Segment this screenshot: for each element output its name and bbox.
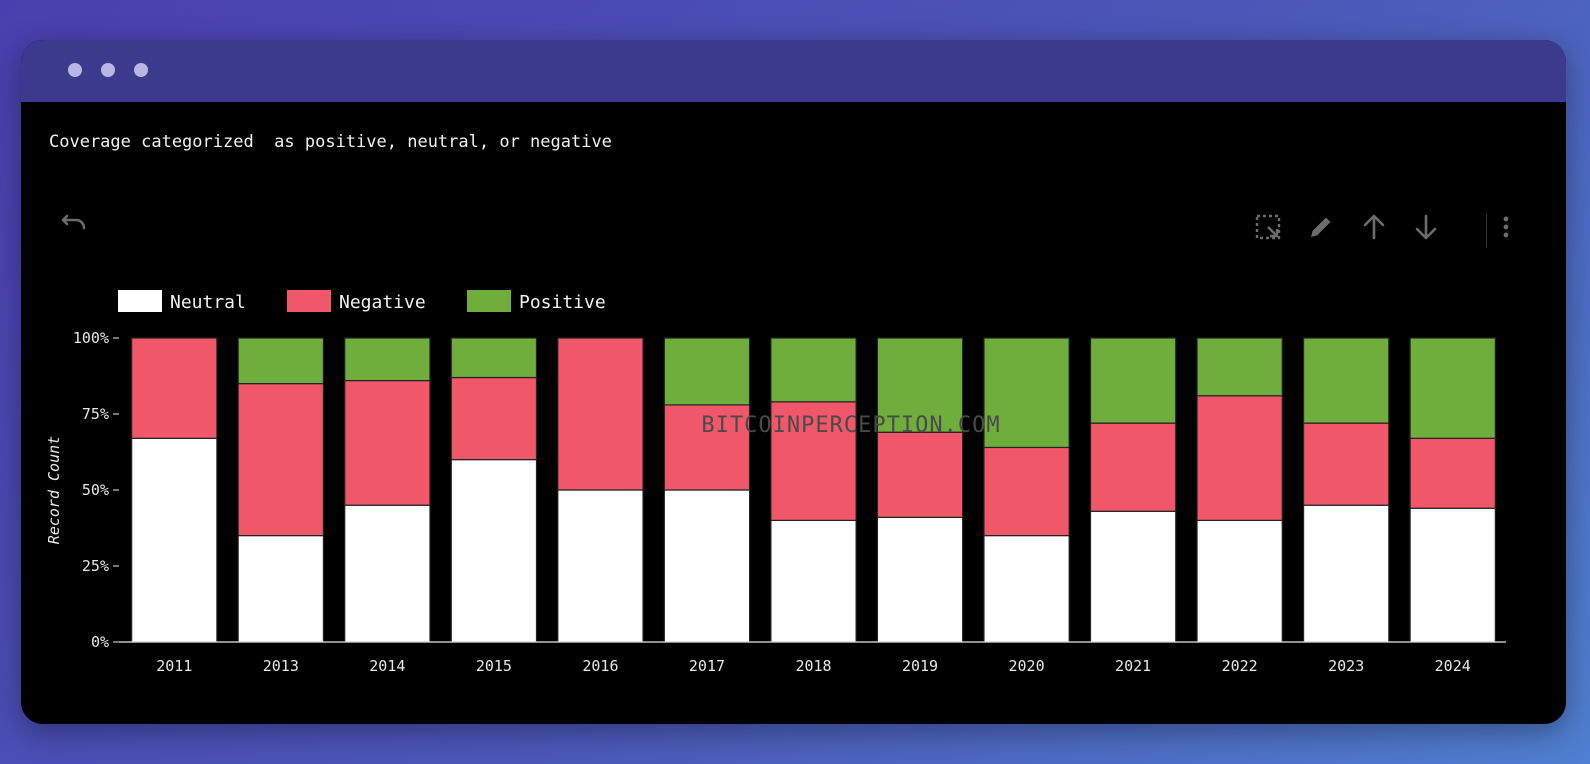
bar-2011-neutral[interactable] <box>131 437 218 643</box>
app-window: Coverage categorized as positive, neutra… <box>21 40 1566 724</box>
bar-2020-negative[interactable] <box>983 446 1070 537</box>
watermark-text: BITCOINPERCEPTION.COM <box>701 413 1000 438</box>
bar-2016-neutral[interactable] <box>557 489 644 643</box>
x-tick-label: 2019 <box>902 657 938 675</box>
legend-swatch-positive[interactable] <box>467 290 511 312</box>
toolbar-divider <box>1486 214 1487 248</box>
legend-swatch-negative[interactable] <box>287 290 331 312</box>
bar-2015-negative[interactable] <box>450 376 538 461</box>
x-tick-label: 2024 <box>1435 657 1471 675</box>
chart-panel: Coverage categorized as positive, neutra… <box>21 102 1566 724</box>
bar-2014-positive[interactable] <box>344 337 431 382</box>
select-region-icon[interactable] <box>1253 212 1283 242</box>
bar-2016-negative[interactable] <box>557 337 644 491</box>
x-tick-label: 2021 <box>1115 657 1151 675</box>
x-tick-label: 2014 <box>369 657 405 675</box>
bar-2017-positive[interactable] <box>663 337 751 406</box>
bar-2023-positive[interactable] <box>1302 337 1390 424</box>
bar-2019-positive[interactable] <box>876 337 964 433</box>
x-tick-label: 2017 <box>689 657 725 675</box>
x-tick-label: 2016 <box>582 657 618 675</box>
window-dot-maximize[interactable] <box>134 63 148 77</box>
x-tick-label: 2011 <box>156 657 192 675</box>
x-tick-label: 2022 <box>1222 657 1258 675</box>
bar-2015-positive[interactable] <box>450 337 538 379</box>
bar-2017-neutral[interactable] <box>663 489 751 643</box>
bar-2018-negative[interactable] <box>770 401 857 521</box>
y-tick-label: 25% <box>82 557 109 575</box>
bar-2021-positive[interactable] <box>1089 337 1177 424</box>
bar-2018-neutral[interactable] <box>770 519 857 643</box>
bar-2011-negative[interactable] <box>131 337 218 439</box>
bar-2023-neutral[interactable] <box>1302 504 1390 643</box>
more-vertical-icon[interactable] <box>1491 212 1521 242</box>
undo-icon[interactable] <box>59 212 89 242</box>
legend-swatch-neutral[interactable] <box>118 290 162 312</box>
y-tick-label: 50% <box>82 481 109 499</box>
bar-2020-positive[interactable] <box>983 337 1070 449</box>
pencil-icon[interactable] <box>1306 212 1336 242</box>
bar-2019-neutral[interactable] <box>876 516 964 643</box>
stacked-bar-chart: Neutral Negative Positive 0% 25% 50% 75% 100% Re… <box>45 290 1506 675</box>
bar-2014-negative[interactable] <box>344 379 431 506</box>
bar-2021-negative[interactable] <box>1089 422 1177 512</box>
bar-2017-negative[interactable] <box>663 404 751 491</box>
bar-2020-neutral[interactable] <box>983 535 1070 643</box>
y-axis-label: Record Count <box>45 436 63 544</box>
bar-2021-neutral[interactable] <box>1089 510 1177 643</box>
bar-2023-negative[interactable] <box>1302 422 1390 506</box>
legend-label-positive[interactable]: Positive <box>519 292 606 313</box>
x-tick-label: 2018 <box>795 657 831 675</box>
x-tick-label: 2020 <box>1009 657 1045 675</box>
y-tick-label: 0% <box>91 633 109 651</box>
bar-2022-neutral[interactable] <box>1196 519 1283 643</box>
bar-2015-neutral[interactable] <box>450 459 538 643</box>
y-tick-label: 75% <box>82 405 109 423</box>
title-bar <box>21 40 1566 102</box>
bar-2024-negative[interactable] <box>1409 437 1496 509</box>
x-tick-label: 2013 <box>263 657 299 675</box>
window-dot-minimize[interactable] <box>101 63 115 77</box>
bar-2019-negative[interactable] <box>876 431 964 518</box>
bar-2013-negative[interactable] <box>237 383 325 537</box>
bar-2018-positive[interactable] <box>770 337 857 403</box>
bar-2013-positive[interactable] <box>237 337 325 385</box>
arrow-up-icon[interactable] <box>1359 212 1389 242</box>
legend-label-negative[interactable]: Negative <box>339 292 426 313</box>
y-tick-label: 100% <box>73 329 109 347</box>
bar-2024-neutral[interactable] <box>1409 507 1496 643</box>
x-tick-label: 2023 <box>1328 657 1364 675</box>
bar-2013-neutral[interactable] <box>237 535 325 643</box>
chart-caption: Coverage categorized as positive, neutra… <box>49 132 612 152</box>
bar-2014-neutral[interactable] <box>344 504 431 643</box>
legend-label-neutral[interactable]: Neutral <box>170 292 246 313</box>
window-dot-close[interactable] <box>68 63 82 77</box>
bar-2024-positive[interactable] <box>1409 337 1496 439</box>
arrow-down-icon[interactable] <box>1411 212 1441 242</box>
x-tick-label: 2015 <box>476 657 512 675</box>
bar-2022-positive[interactable] <box>1196 337 1283 397</box>
bar-2022-negative[interactable] <box>1196 395 1283 522</box>
